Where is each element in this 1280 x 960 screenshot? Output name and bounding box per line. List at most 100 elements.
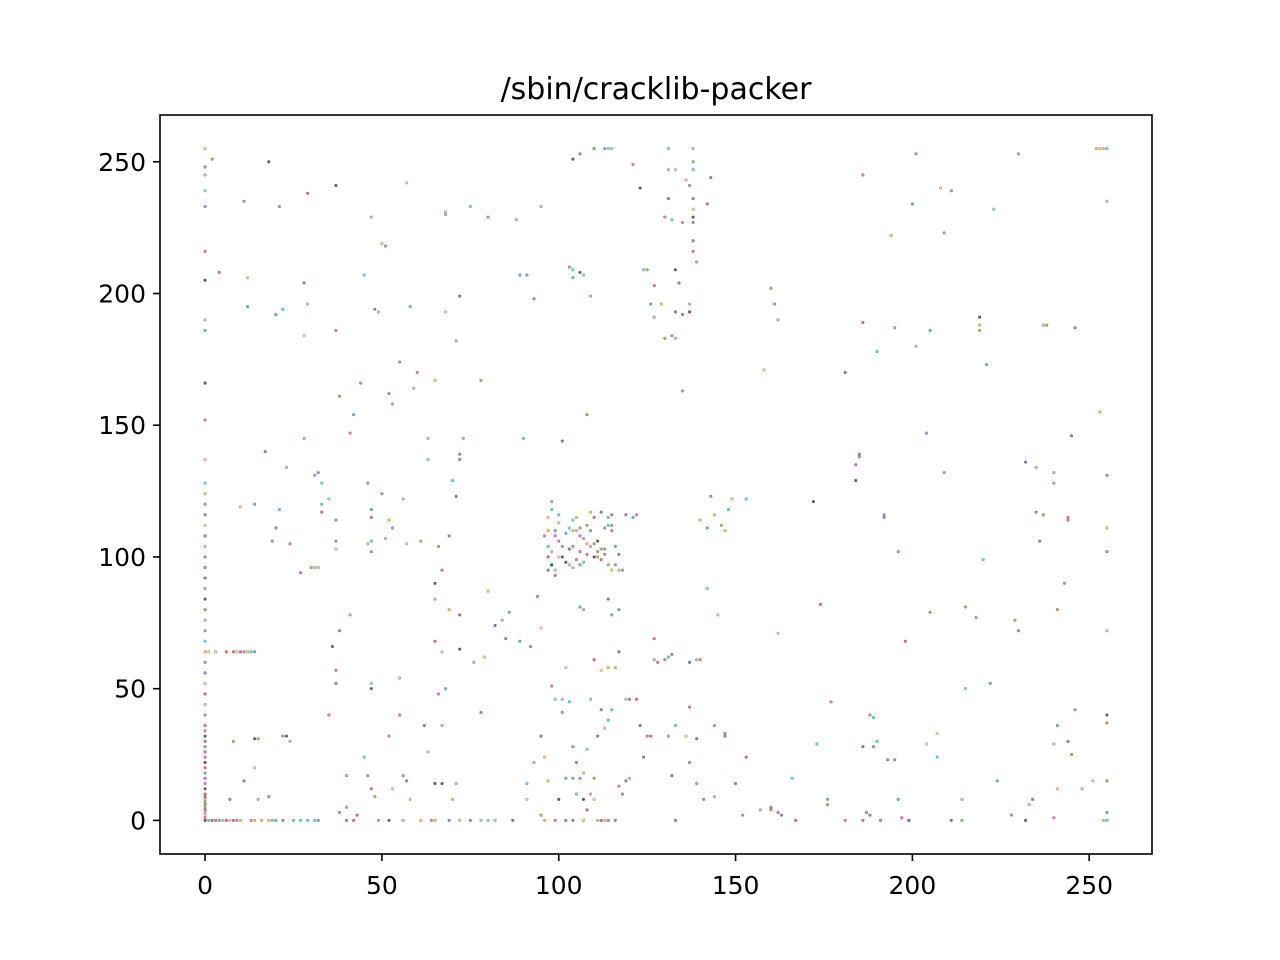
data-point [203,781,207,786]
data-point [313,565,317,570]
data-point [638,186,642,190]
data-point [857,455,861,459]
data-point [603,818,607,823]
data-point [542,534,547,538]
data-point [663,336,667,340]
data-point [603,547,607,551]
data-point [217,270,221,275]
data-point [995,779,999,783]
data-point [712,795,716,799]
data-point [359,381,363,385]
data-point [281,734,285,738]
data-point [387,518,391,522]
data-point [277,204,281,209]
data-point [231,739,235,743]
data-point [256,737,260,741]
data-point [203,692,207,696]
data-point [369,515,373,520]
data-point [702,797,706,801]
data-point [560,555,564,559]
data-point [525,273,529,277]
data-point [316,565,320,570]
data-point [599,708,603,712]
data-point [443,687,448,691]
data-point [818,602,823,606]
data-points [203,146,1109,823]
data-point [642,755,646,759]
data-point [1034,510,1038,514]
data-point [571,529,575,533]
data-point [613,544,617,549]
data-point [380,492,384,496]
data-point [620,568,624,572]
data-point [843,818,847,823]
data-point [560,439,564,443]
data-point [422,723,426,728]
data-point [267,818,271,823]
data-point [599,557,603,562]
y-tick-label: 0 [130,806,146,835]
data-point [334,547,338,551]
data-point [369,550,373,554]
data-point [260,818,264,823]
data-point [440,723,444,728]
data-point [663,215,667,219]
data-point [263,449,267,454]
data-point [610,613,614,617]
data-point [687,760,692,765]
data-point [606,563,610,567]
data-point [203,608,207,612]
data-point [596,550,600,554]
data-point [203,681,207,686]
data-point [433,639,437,643]
data-point [924,431,929,435]
x-tick-label: 0 [197,871,213,900]
data-point [666,146,670,151]
data-point [468,818,472,823]
data-point [532,297,536,301]
data-point [380,241,384,246]
data-point [1069,434,1074,438]
data-point [1098,146,1102,151]
data-point [390,402,395,406]
data-point [861,173,865,177]
data-point [1105,473,1109,477]
data-point [1105,810,1109,815]
data-point [627,776,632,780]
data-point [673,168,678,172]
data-point [412,386,416,390]
data-point [723,529,727,533]
data-point [203,597,207,601]
data-point [306,302,310,306]
data-point [337,629,342,633]
data-point [539,813,543,817]
data-point [677,281,681,285]
data-point [928,610,932,614]
data-point [1034,465,1038,469]
data-point [645,734,649,738]
data-point [992,207,996,211]
data-point [889,233,893,238]
data-point [695,781,699,786]
data-point [267,795,271,799]
data-point [203,481,207,485]
data-point [401,497,405,501]
data-point [772,302,777,306]
data-point [914,152,918,156]
data-point [588,529,593,533]
data-point [712,513,716,517]
data-point [337,810,342,815]
data-point [203,618,207,622]
data-point [606,718,610,722]
data-point [691,197,695,201]
data-point [454,781,458,786]
data-point [592,542,596,546]
data-point [1016,629,1021,633]
data-point [634,513,639,517]
data-point [302,334,306,338]
data-point [603,726,607,730]
data-point [1055,787,1059,791]
data-point [408,797,412,801]
data-point [447,608,451,612]
data-point [691,220,695,224]
